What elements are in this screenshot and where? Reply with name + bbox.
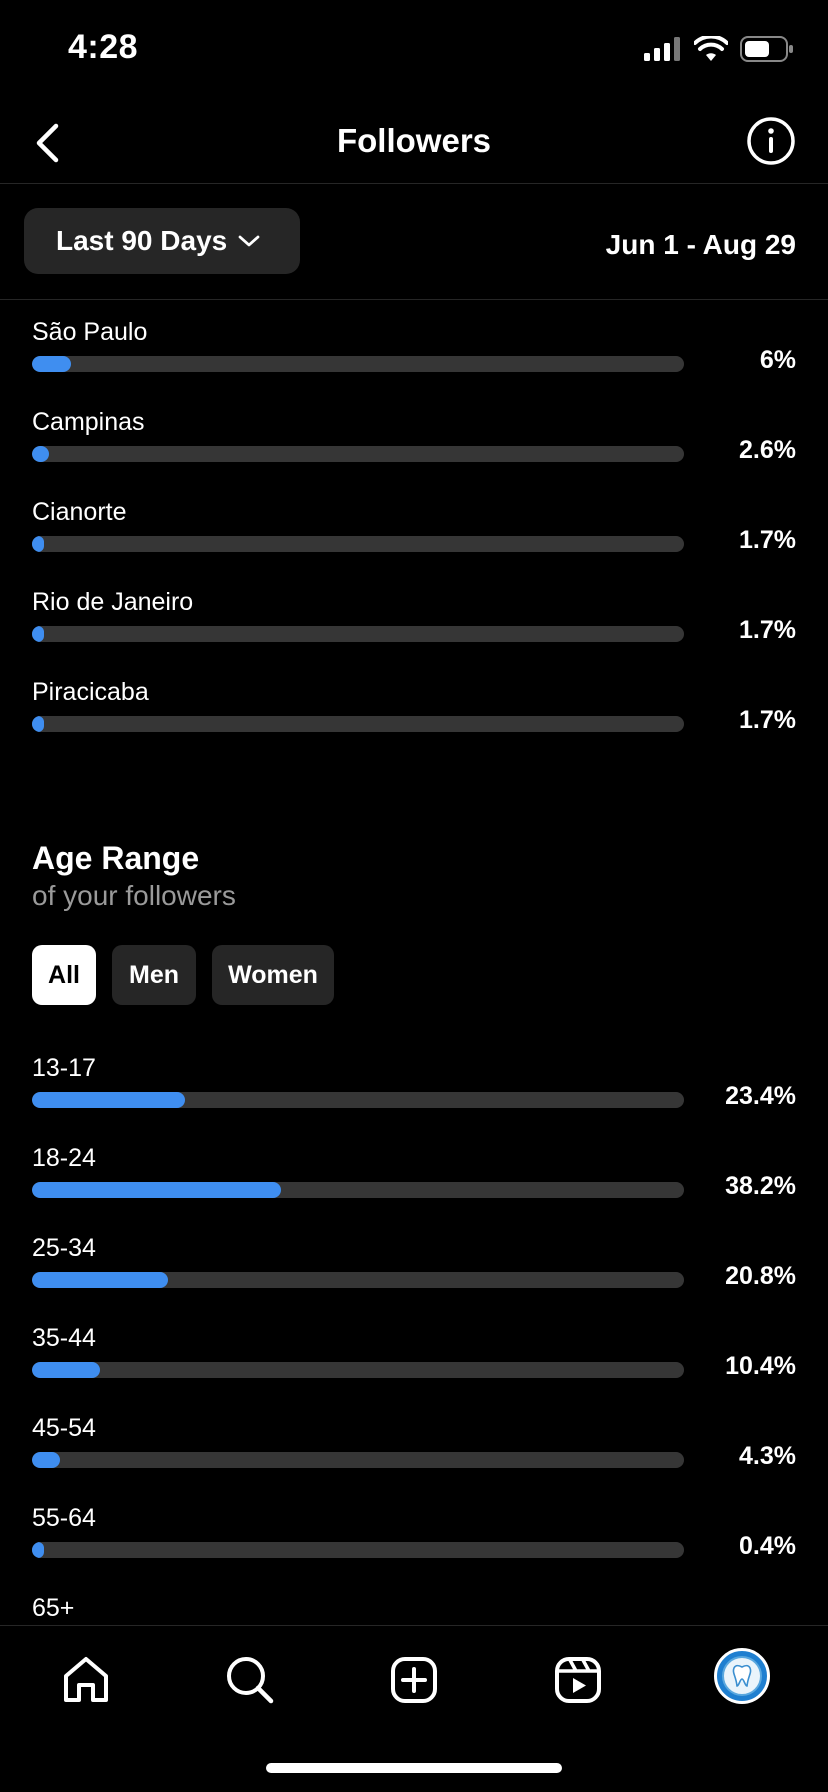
info-icon	[747, 117, 795, 165]
status-bar: 4:28	[0, 0, 828, 100]
age-value: 4.3%	[739, 1442, 796, 1470]
bar-track	[32, 356, 684, 372]
city-label: Campinas	[32, 408, 145, 436]
city-row: Cianorte 1.7%	[32, 498, 796, 568]
chevron-left-icon	[36, 123, 59, 163]
age-row: 25-34 20.8%	[32, 1234, 796, 1304]
tab-men[interactable]: Men	[112, 945, 196, 1005]
bar-track	[32, 1272, 684, 1288]
age-row: 35-44 10.4%	[32, 1324, 796, 1394]
bar-fill	[32, 1182, 282, 1198]
age-value: 10.4%	[725, 1352, 796, 1380]
age-label: 35-44	[32, 1324, 96, 1352]
bar-fill	[32, 446, 49, 462]
city-row: São Paulo 6%	[32, 318, 796, 388]
tab-all[interactable]: All	[32, 945, 96, 1005]
nav-header: Followers	[0, 100, 828, 184]
status-time: 4:28	[68, 28, 139, 66]
nav-reels[interactable]	[548, 1650, 608, 1710]
city-value: 6%	[759, 346, 796, 374]
age-label: 18-24	[32, 1144, 96, 1172]
age-row: 55-64 0.4%	[32, 1504, 796, 1574]
home-indicator	[266, 1763, 562, 1773]
gender-segment-tabs: All Men Women	[32, 945, 334, 1005]
age-label: 13-17	[32, 1054, 96, 1082]
tooth-logo-icon	[722, 1656, 762, 1696]
tab-women[interactable]: Women	[212, 945, 334, 1005]
age-row: 45-54 4.3%	[32, 1414, 796, 1484]
bar-track	[32, 716, 684, 732]
bar-fill	[32, 356, 72, 372]
city-value: 2.6%	[739, 436, 796, 464]
age-label: 25-34	[32, 1234, 96, 1262]
nav-search[interactable]	[220, 1650, 280, 1710]
bar-track	[32, 1182, 684, 1198]
age-label: 55-64	[32, 1504, 96, 1532]
date-range-text: Jun 1 - Aug 29	[605, 229, 796, 260]
bar-track	[32, 1452, 684, 1468]
nav-create[interactable]	[384, 1650, 444, 1710]
date-range-dropdown[interactable]: Last 90 Days	[24, 208, 300, 274]
profile-avatar[interactable]	[714, 1648, 770, 1704]
age-range-subtitle: of your followers	[32, 880, 236, 911]
city-label: Piracicaba	[32, 678, 149, 706]
bar-fill	[32, 716, 44, 732]
bar-track	[32, 626, 684, 642]
create-icon	[391, 1657, 437, 1703]
battery-icon	[740, 36, 793, 62]
back-button[interactable]	[22, 118, 72, 168]
city-value: 1.7%	[739, 526, 796, 554]
age-row: 18-24 38.2%	[32, 1144, 796, 1214]
age-value: 23.4%	[725, 1082, 796, 1110]
bar-track	[32, 1542, 684, 1558]
status-icons	[644, 36, 794, 62]
age-row: 13-17 23.4%	[32, 1054, 796, 1124]
bar-fill	[32, 536, 44, 552]
bottom-tab-bar	[0, 1625, 828, 1792]
age-value: 0.4%	[739, 1532, 796, 1560]
age-range-title: Age Range	[32, 840, 200, 876]
wifi-icon	[694, 36, 728, 61]
city-row: Piracicaba 1.7%	[32, 678, 796, 748]
filter-row: Last 90 Days Jun 1 - Aug 29	[0, 185, 828, 300]
info-button[interactable]	[744, 114, 798, 168]
search-icon	[227, 1657, 274, 1704]
home-icon	[64, 1657, 108, 1702]
chevron-down-icon	[238, 235, 260, 247]
page-title: Followers	[336, 122, 492, 159]
age-label: 65+	[32, 1594, 75, 1622]
bar-fill	[32, 1542, 44, 1558]
age-row: 65+	[32, 1594, 796, 1664]
city-row: Campinas 2.6%	[32, 408, 796, 478]
age-value: 38.2%	[725, 1172, 796, 1200]
bar-fill	[32, 1272, 168, 1288]
bar-track	[32, 1092, 684, 1108]
reels-icon	[555, 1657, 601, 1703]
city-value: 1.7%	[739, 706, 796, 734]
city-value: 1.7%	[739, 616, 796, 644]
city-label: Rio de Janeiro	[32, 588, 194, 616]
nav-home[interactable]	[56, 1650, 116, 1710]
bar-fill	[32, 1362, 100, 1378]
bar-track	[32, 446, 684, 462]
age-label: 45-54	[32, 1414, 96, 1442]
signal-icon	[644, 37, 680, 61]
bar-fill	[32, 626, 44, 642]
bar-track	[32, 536, 684, 552]
age-value: 20.8%	[725, 1262, 796, 1290]
city-row: Rio de Janeiro 1.7%	[32, 588, 796, 658]
date-range-dropdown-label: Last 90 Days	[56, 225, 228, 256]
bar-fill	[32, 1092, 185, 1108]
bar-fill	[32, 1452, 61, 1468]
city-label: São Paulo	[32, 318, 148, 346]
bar-track	[32, 1362, 684, 1378]
city-label: Cianorte	[32, 498, 127, 526]
